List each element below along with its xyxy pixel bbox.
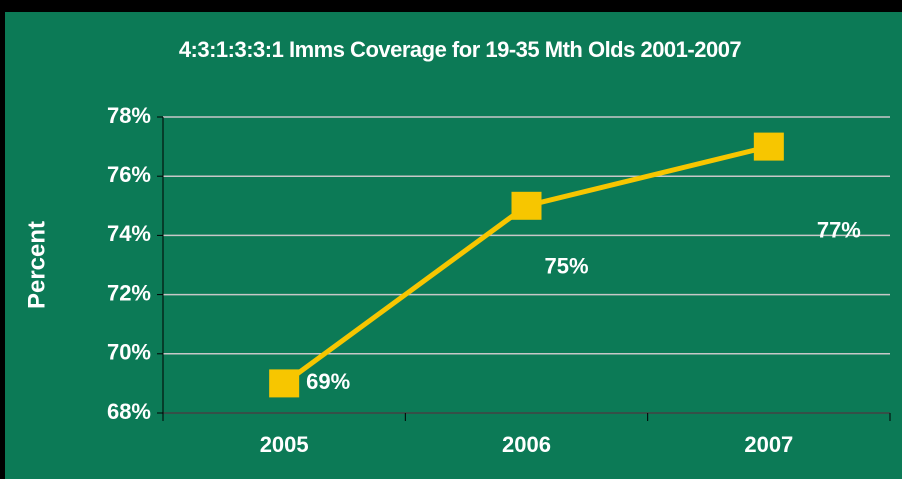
x-tick-label: 2006 [502,432,551,457]
chart-background [5,12,902,479]
y-tick-label: 70% [107,340,151,365]
data-label: 75% [545,254,589,279]
y-tick-label: 78% [107,103,151,128]
x-tick-label: 2005 [260,432,309,457]
y-tick-label: 72% [107,280,151,305]
chart-title: 4:3:1:3:3:1 Imms Coverage for 19-35 Mth … [178,37,742,62]
data-label: 69% [306,369,350,394]
y-tick-label: 74% [107,221,151,246]
data-label: 77% [817,217,861,242]
y-tick-label: 76% [107,162,151,187]
y-axis-label: Percent [23,221,50,309]
y-tick-label: 68% [107,399,151,424]
marker [753,132,784,161]
marker [269,369,300,398]
marker [511,191,542,220]
x-tick-label: 2007 [744,432,793,457]
line [282,144,770,386]
